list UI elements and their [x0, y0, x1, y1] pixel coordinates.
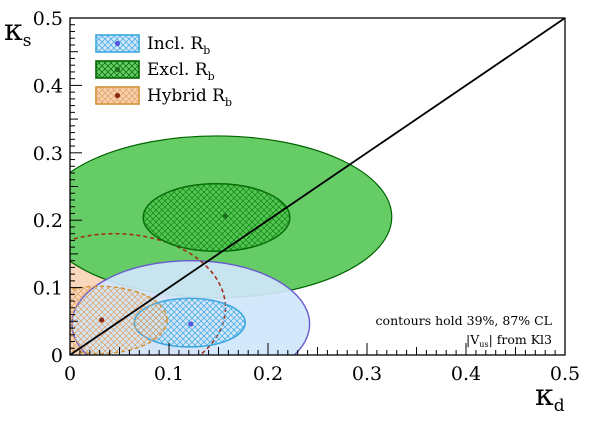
axis-ticks: [69, 17, 566, 356]
excl-inner-contour-bg: [143, 183, 290, 252]
legend-label-incl: Incl. R: [147, 34, 204, 54]
y-tick-label: 0: [51, 345, 63, 367]
x-tick-label: 0.2: [253, 363, 283, 385]
y-tick-label: 0.4: [33, 75, 63, 97]
excl-central-point: [222, 213, 229, 219]
legend-label-hybrid: Hybrid R: [147, 86, 226, 106]
x-tick-label: 0: [64, 363, 76, 385]
legend-label-excl: Excl. R: [147, 60, 209, 80]
x-tick-label: 0.3: [352, 363, 382, 385]
annotation-vus: |Vus| from Kl3: [466, 332, 552, 349]
x-tick-label: 0.4: [451, 363, 481, 385]
diagonal-line: [70, 18, 565, 355]
svg-text:Hybrid Rb: Hybrid Rb: [147, 86, 232, 109]
axis-tick-labels: 0 0.1 0.2 0.3 0.4 0.5 0 0.1 0.2 0.3 0.4 0.5: [33, 8, 580, 385]
y-tick-label: 0.5: [33, 8, 63, 30]
hybrid-inner-contour: [70, 285, 168, 355]
legend: Incl. Rb Excl. Rb Hybrid Rb: [95, 34, 232, 109]
svg-text:Incl. Rb: Incl. Rb: [147, 34, 210, 57]
svg-text:Excl. Rb: Excl. Rb: [147, 60, 215, 83]
hybrid-central-point: [99, 317, 105, 323]
legend-item-incl: Incl. Rb: [95, 34, 210, 57]
annotation-confidence: contours hold 39%, 87% CL: [376, 313, 552, 328]
x-tick-label: 0.1: [154, 363, 184, 385]
y-tick-label: 0.1: [33, 278, 63, 300]
excl-inner-contour: [142, 183, 291, 253]
x-axis-title: κd: [535, 378, 565, 416]
incl-central-point: [188, 321, 194, 327]
legend-item-hybrid: Hybrid Rb: [95, 86, 232, 109]
contour-layer: [70, 18, 565, 355]
y-tick-label: 0.3: [33, 143, 63, 165]
x-tick-label: 0.5: [550, 363, 580, 385]
y-axis-title: κs: [4, 13, 31, 51]
y-tick-label: 0.2: [33, 210, 63, 232]
legend-item-excl: Excl. Rb: [95, 60, 215, 83]
